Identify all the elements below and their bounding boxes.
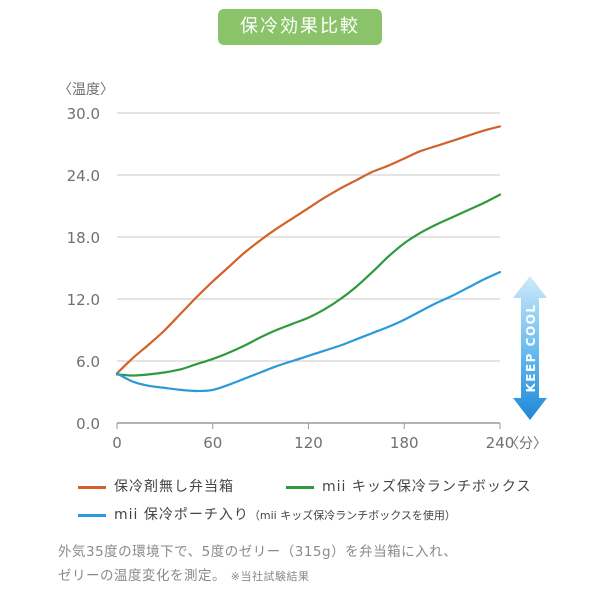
x-axis-label: 〈分〉 (505, 436, 547, 452)
y-tick-label: 30.0 (67, 105, 100, 123)
legend-swatch-orange (78, 485, 106, 489)
y-tick-label: 6.0 (76, 353, 100, 371)
y-tick-label: 18.0 (67, 229, 100, 247)
x-tick-label: 120 (294, 434, 323, 452)
legend-label: mii 保冷ポーチ入り (114, 507, 249, 523)
y-axis-label: 〈温度〉 (58, 82, 114, 98)
y-tick-label: 0.0 (76, 415, 100, 433)
x-tick-label: 180 (390, 434, 419, 452)
legend-label: mii キッズ保冷ランチボックス (322, 479, 532, 495)
series-line-1 (115, 193, 502, 377)
chart-title-badge: 保冷効果比較 (218, 9, 382, 45)
legend-swatch-blue (78, 513, 106, 517)
legend-label: 保冷剤無し弁当箱 (114, 479, 234, 495)
legend-swatch-green (286, 485, 314, 489)
x-tick-label: 60 (203, 434, 222, 452)
series-line-2 (115, 271, 502, 393)
y-tick-label: 24.0 (67, 167, 100, 185)
keep-cool-label: KEEP COOL (524, 303, 538, 392)
temperature-chart: 0.0 6.0 12.0 18.0 24.0 30.0 0 60 120 180 240 〈温度〉〈分… (58, 82, 547, 452)
note-line-1: 外気35度の環境下で、5度のゼリー（315g）を弁当箱に入れ、 (58, 544, 458, 560)
note-line-2: ゼリーの温度変化を測定。 (58, 568, 226, 584)
y-tick-label: 12.0 (67, 291, 100, 309)
x-tick-label: 240 (486, 434, 515, 452)
legend-item-lunchbox: mii キッズ保冷ランチボックス (286, 476, 531, 496)
keep-cool-arrow: KEEP COOL (513, 276, 547, 420)
legend-item-pouch: mii 保冷ポーチ入り（mii キッズ保冷ランチボックスを使用） (78, 504, 456, 524)
series-line-0 (115, 125, 502, 375)
series-layer (115, 125, 502, 393)
axis-labels: 0.0 6.0 12.0 18.0 24.0 30.0 0 60 120 180 240 〈温度〉〈分… (58, 82, 547, 452)
legend-item-no-icepack: 保冷剤無し弁当箱 (78, 476, 234, 496)
grid-lines (116, 112, 501, 429)
test-note: 外気35度の環境下で、5度のゼリー（315g）を弁当箱に入れ、 ゼリーの温度変化… (58, 540, 457, 589)
x-tick-label: 0 (112, 434, 122, 452)
note-source: ※当社試験結果 (230, 570, 310, 583)
legend-sub-label: （mii キッズ保冷ランチボックスを使用） (248, 509, 456, 522)
